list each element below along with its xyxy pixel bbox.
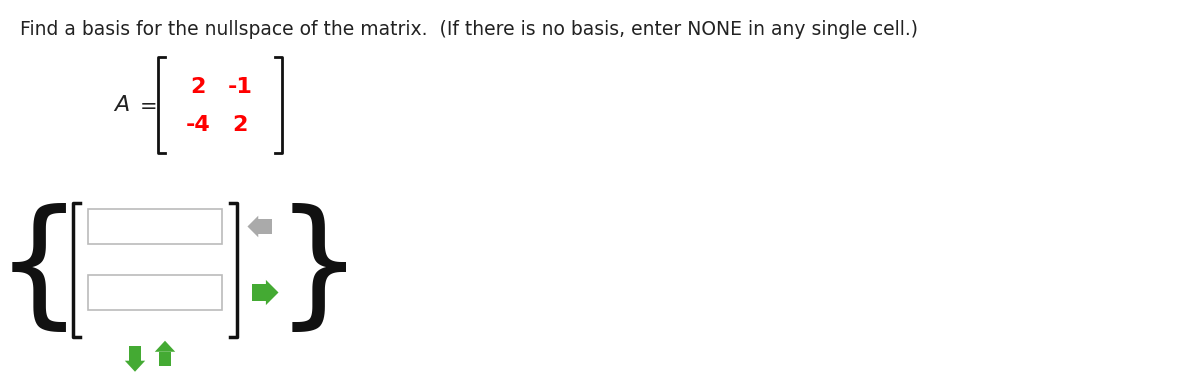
Bar [160,352,170,366]
Bar [130,346,140,361]
Polygon shape [247,216,258,237]
Text: -1: -1 [228,77,252,97]
Text: 2: 2 [191,77,205,97]
Polygon shape [155,341,175,352]
Polygon shape [125,361,145,372]
Bar [258,219,271,234]
Text: $A$: $A$ [113,95,130,115]
Text: 2: 2 [233,115,247,135]
Bar [88,209,222,244]
Text: $=$: $=$ [134,95,156,115]
Text: $\{$: $\{$ [0,203,66,338]
Text: $\}$: $\}$ [274,203,347,338]
Text: Find a basis for the nullspace of the matrix.  (If there is no basis, enter NONE: Find a basis for the nullspace of the ma… [20,20,918,39]
Bar [252,285,266,301]
Text: -4: -4 [186,115,210,135]
Bar [88,275,222,310]
Polygon shape [266,280,278,305]
